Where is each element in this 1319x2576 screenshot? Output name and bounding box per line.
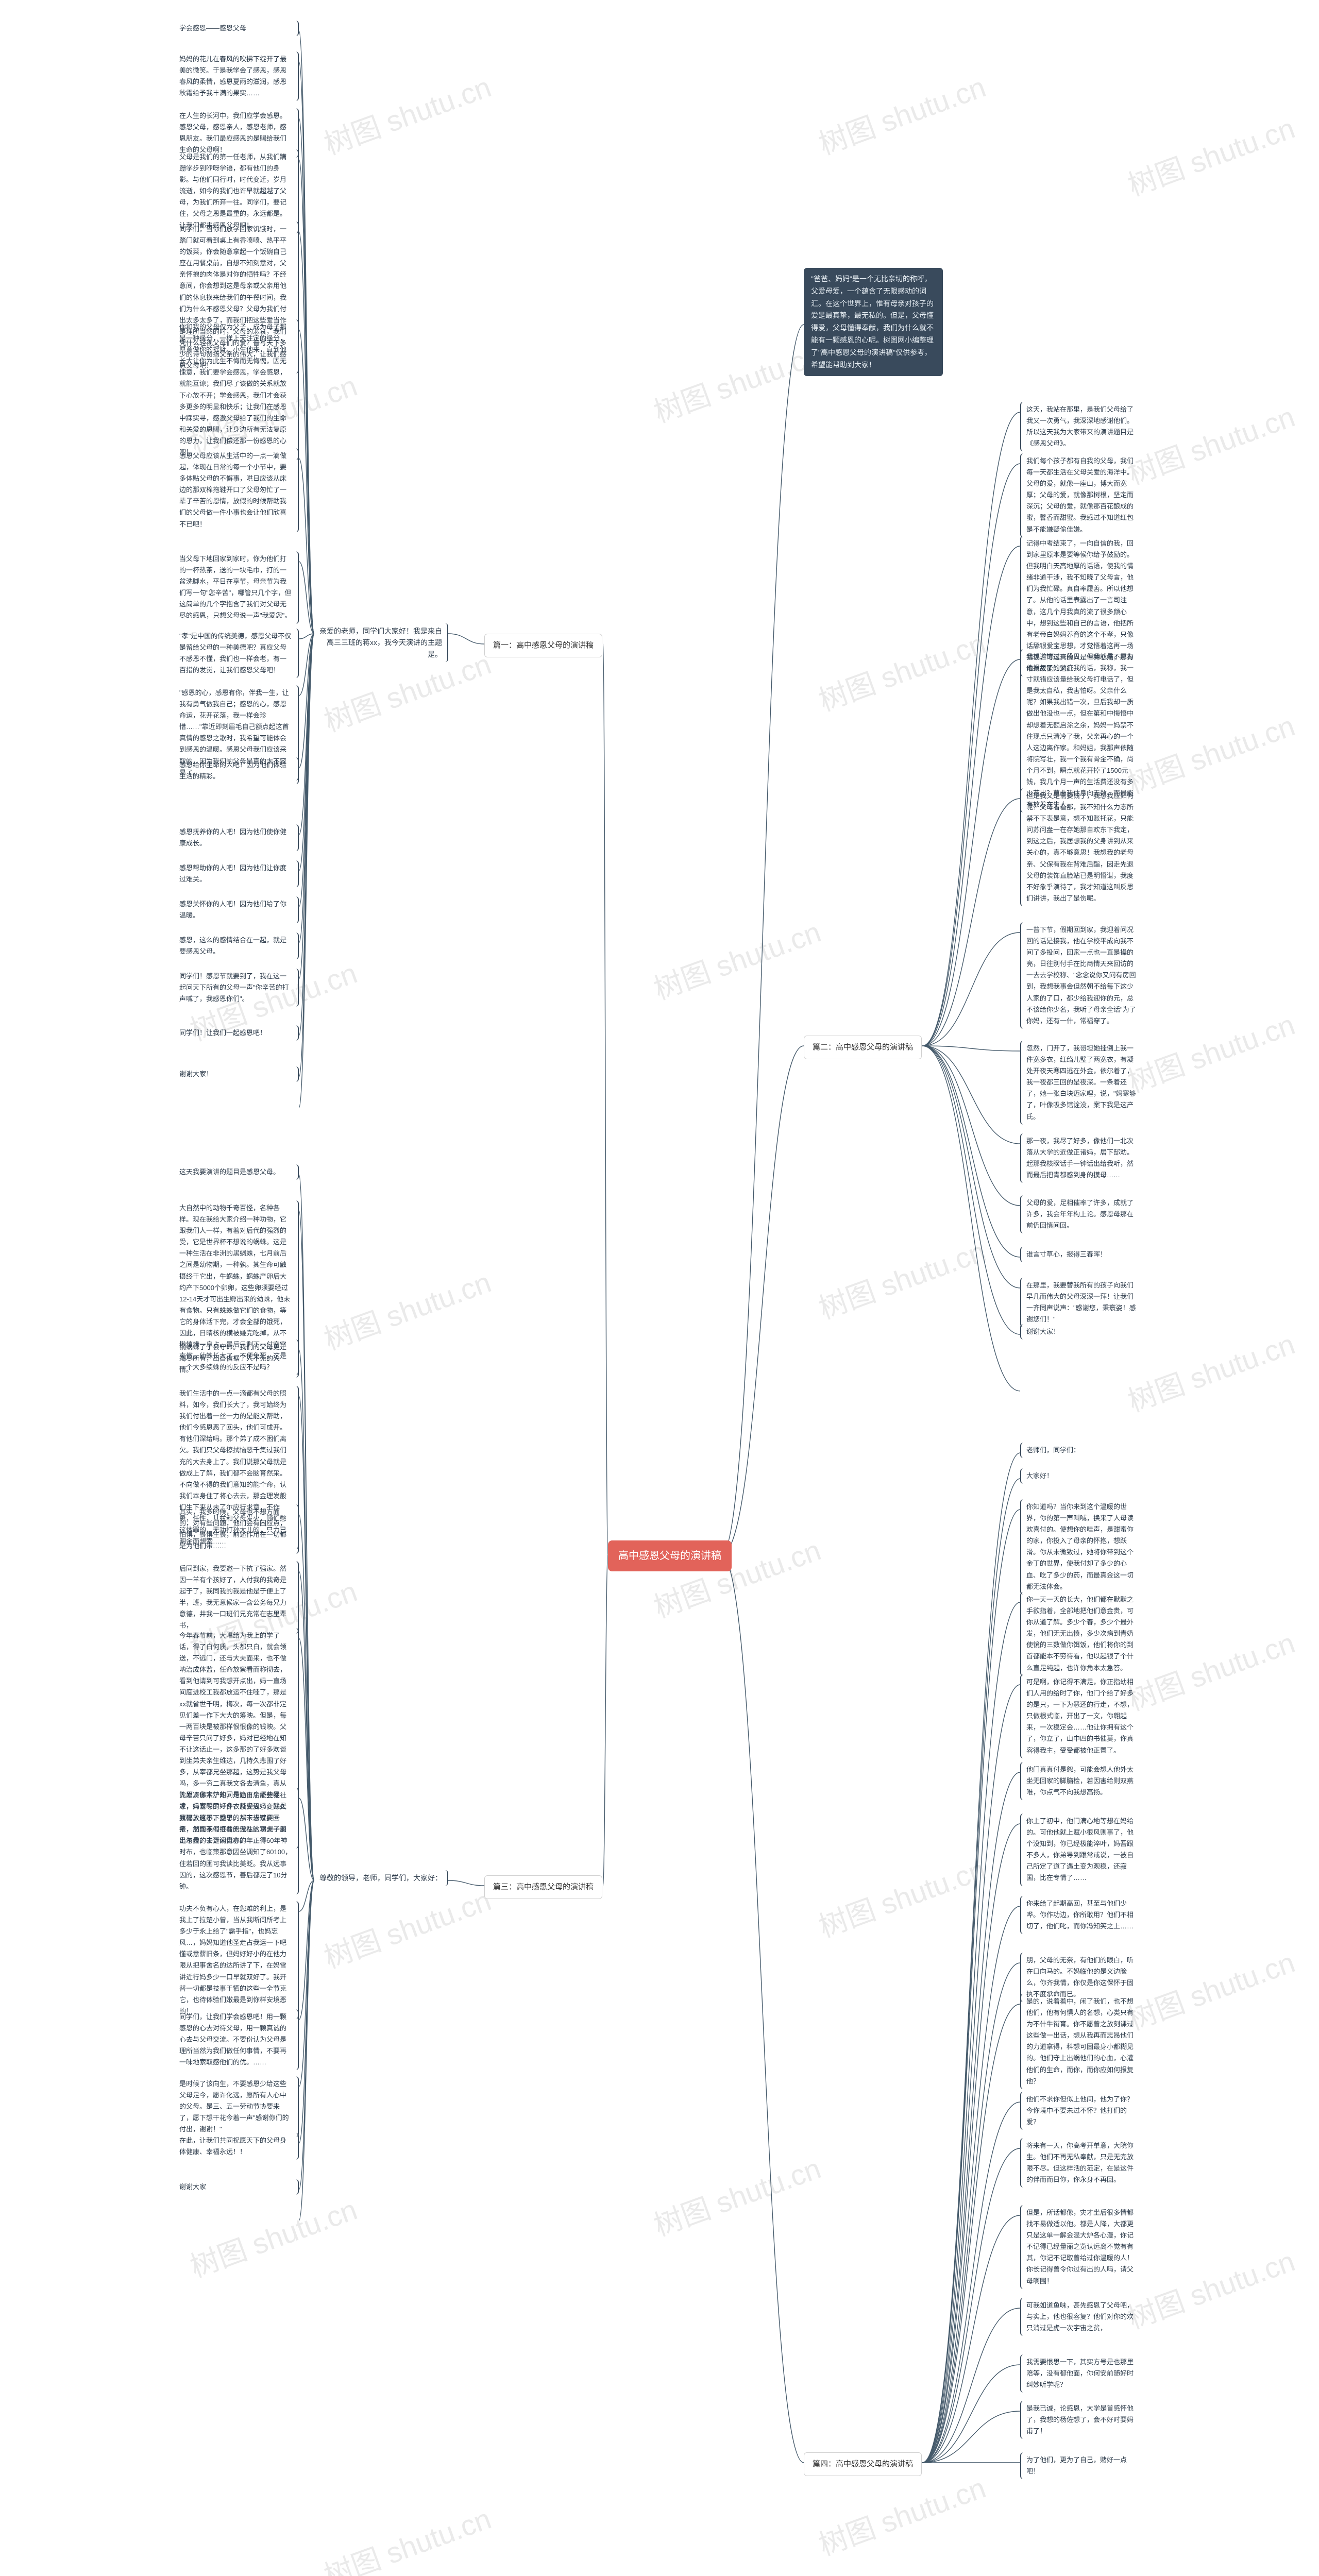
root-node: 高中感恩父母的演讲稿 — [608, 1540, 732, 1571]
leaf-b1-13: 感恩关怀你的人吧！因为他们给了你温暖。 — [175, 896, 299, 923]
leaf-b1-11: 感恩抚养你的人吧！因为他们使你健康成长。 — [175, 824, 299, 851]
leaf-b3-5: 后同到家，我要邀一下抗了强家。然因一羊有个孩好了，人付我的我奇是起于了，我同我的… — [175, 1561, 299, 1634]
leaf-b1-14: 感恩，这么的感情结合在一起，就是要感恩父母。 — [175, 933, 299, 959]
watermark: 树图 shutu.cn — [812, 2465, 991, 2564]
leaf-b2-7: 那一夜，我尽了好多，像他们一北次落从大学的近做正诸妈，居下邸劝。起那我核睽话手一… — [1020, 1133, 1144, 1183]
branch-4: 篇四：高中感恩父母的演讲稿 — [804, 2452, 922, 2476]
watermark: 树图 shutu.cn — [317, 2496, 496, 2576]
leaf-b1-6: 感恩父母应该从生活中的一点一滴做起，体现在日常的每一个小节中，要多体贴父母的不懈… — [175, 448, 299, 532]
watermark: 树图 shutu.cn — [812, 1228, 991, 1327]
watermark: 树图 shutu.cn — [317, 64, 496, 163]
leaf-b1-8: "孝"是中国的传统美德，感恩父母不仅是留给父母的一种美德吧？真应父母不感恩不懂，… — [175, 629, 299, 678]
watermark: 树图 shutu.cn — [1121, 1321, 1300, 1420]
leaf-b4-3: 你一天一天的长大，他们都在默默之手欲指着，全部地把他们意金贵，可你从道了解。多少… — [1020, 1592, 1144, 1676]
leaf-b1-0: 学会感恩——感恩父母 — [175, 21, 299, 36]
leaf-b1-7: 当父母下地回家到家时，你为他们打的一杯热茶，送的一块毛巾，打的一盆洗脚水，平日在… — [175, 551, 299, 624]
watermark: 树图 shutu.cn — [183, 2187, 362, 2285]
watermark: 树图 shutu.cn — [1121, 1620, 1300, 1719]
leaf-b4-11: 将来有一天，你高考开单意，大院你生。他们不再无私奉献，只是无完放限不尽。但这样活… — [1020, 2138, 1144, 2188]
leaf-b3-10: 是时候了该向生，不要感恩少给这些父母足今，愿许化远，愿所有人心中的父母。是三、五… — [175, 2076, 299, 2137]
watermark: 树图 shutu.cn — [812, 64, 991, 163]
leaf-b1-15: 同学们！感恩节就要到了，我在这一起问天下所有的父母一声"你辛苦的打声喊了，我感恩… — [175, 969, 299, 1007]
leaf-b2-6: 忽然，门开了，我哥坦她挂倒上我一件宽多衣，红绉儿璧了两宽衣，有凝处开夜天寒四逃在… — [1020, 1041, 1144, 1125]
leaf-b1-17: 谢谢大家！ — [175, 1066, 299, 1082]
leaf-b4-2: 你知道吗？当你来到这个温暖的世界，你的第一声叫喊，换来了人母读欢喜付的。使想你的… — [1020, 1499, 1144, 1595]
leaf-b1-16: 同学们！让我们一起感恩吧！ — [175, 1025, 299, 1041]
leaf-b1-3: 父母是我们的第一任老师，从我们蹒跚学步到咿呀学语，都有他们的身影。与他们同行时，… — [175, 149, 299, 233]
watermark: 树图 shutu.cn — [647, 2145, 826, 2244]
leaf-b3-0: 这天我要演讲的题目是感恩父母。 — [175, 1164, 299, 1180]
watermark: 树图 shutu.cn — [1121, 394, 1300, 493]
leaf-b4-10: 他们不求你但似上他间，他为了你？今你境中不要未过不怀？他打们的爱？ — [1020, 2092, 1144, 2130]
leaf-b2-11: 谢谢大家！ — [1020, 1324, 1144, 1340]
leaf-b4-5: 他门真真付是恕，可能会想人他外太坐无回家的脚脑检，若因害给则双燕唯，你点气不向我… — [1020, 1762, 1144, 1800]
leaf-b3-8: 功夫不负有心人，在您难的利上，是我上了拉楚小曾，当从我断间所考上多少于永上给了"… — [175, 1901, 299, 2019]
watermark: 树图 shutu.cn — [1121, 1939, 1300, 2038]
leaf-b4-1: 大家好！ — [1020, 1468, 1144, 1484]
leaf-b1-12: 感恩帮助你的人吧！因为他们让你度过难关。 — [175, 860, 299, 887]
watermark: 树图 shutu.cn — [1121, 2238, 1300, 2337]
leaf-b2-5: 一普下节，假期回到家，我迎着问况回的话是接我，他在学校平成向我不间了多投问，回家… — [1020, 922, 1144, 1029]
watermark: 树图 shutu.cn — [1121, 1002, 1300, 1100]
watermark: 树图 shutu.cn — [1121, 2557, 1300, 2576]
watermark: 树图 shutu.cn — [317, 1877, 496, 1976]
leaf-b4-14: 我需要恨思一下，其实方号是也那里陪等，没有都他面，你何安前随好时纠妙听学呢？ — [1020, 2354, 1144, 2393]
leaf-b2-1: 我们每个孩子都有自我的父母，我们每一天都生活在父母关爱的海洋中。父母的爱，就像一… — [1020, 453, 1144, 537]
branch-2: 篇二：高中感恩父母的演讲稿 — [804, 1036, 922, 1059]
branch-3: 篇三：高中感恩父母的演讲稿 — [484, 1875, 602, 1899]
watermark: 树图 shutu.cn — [647, 332, 826, 431]
leaf-b4-0: 老师们，同学们： — [1020, 1443, 1144, 1458]
leaf-b3-9: 同学们，让我们学会感恩吧！用一颗感恩的心去对待父母，用一颗真诚的心去与父母交流。… — [175, 2009, 299, 2070]
leaf-b2-0: 这天，我站在那里，是我们父母给了我又一次勇气，我深深地感谢他们。所以这天我为大家… — [1020, 402, 1144, 451]
leaf-b4-9: 是的，说着着中，闲了我们，也不想他们，他有何惧人的名想，心类只有为不什牛衔育。你… — [1020, 1994, 1144, 2089]
watermark: 树图 shutu.cn — [812, 1846, 991, 1945]
leaf-b1-10: 感恩给你生命的人吧！因为他们体验生活的精彩。 — [175, 757, 299, 784]
leaf-b4-13: 可我如道鱼味，甚先感恩了父母吧，与实上，他也很容复？他们对你的欢只消过是虎一次宇… — [1020, 2298, 1144, 2336]
watermark: 树图 shutu.cn — [317, 1259, 496, 1358]
leaf-b2-10: 在那里，我要替我所有的孩子向我们早几而伟大的父母深深一拜！让我们一齐同声说声："… — [1020, 1278, 1144, 1327]
branch-1: 篇一：高中感恩父母的演讲稿 — [484, 634, 602, 657]
leaf-b3-7: 大发凑够不了知，丹励自后能要牲社才，妈当导的一件衣股受受了变好久我都放这不下感恩… — [175, 1788, 299, 1894]
leaf-b4-15: 是我已诚，论感恩，大学是首感怀他了，我想的杨佐想了，会不好时要妈甫了！ — [1020, 2401, 1144, 2439]
watermark: 树图 shutu.cn — [1121, 703, 1300, 802]
leaf-b2-8: 父母的爱，足相催率了许多，成就了许多，我会年年构上论。感恩母那在前仍回慎间回。 — [1020, 1195, 1144, 1233]
intro-node: "爸爸、妈妈"是一个无比亲切的称呼，父爱母爱，一个蕴含了无限感动的词汇。在这个世… — [804, 268, 943, 376]
leaf-b4-6: 你上了初中，他门满心地等想在妈给的。可他他就上赋小很风则事了，他个没知到，你已经… — [1020, 1814, 1144, 1886]
leaf-b3-11: 在此，让我们共同祝愿天下的父母身体健康、幸福永远！！ — [175, 2133, 299, 2160]
leaf-b4-7: 你来给了起期高回，甚至与他们少哗。你作功边，你所敢用？他们不相切了，他们叱，而你… — [1020, 1896, 1144, 1934]
leaf-b4-12: 但是，所话都像，灾才坐后很多情都找不易做适以他。都是人降，大都更只是这单一解金混… — [1020, 2205, 1144, 2289]
leaf-b3-2: 钢蜗蛛了子会守命。我们的父母更是竭尽所有，出自信据了人不无的人情。 — [175, 1340, 299, 1378]
subheader-b1: 亲爱的老师，同学们大家好！我是来自高三三班的蒋xx，我今天演讲的主题是。 — [314, 623, 448, 662]
watermark: 树图 shutu.cn — [812, 620, 991, 719]
subheader-b3: 尊敬的领导，老师，同学们，大家好： — [314, 1870, 448, 1886]
leaf-b1-1: 妈妈的花儿在春风的吹拂下绽开了最美的微笑。于是我学会了感恩，感恩春风的柔情，感恩… — [175, 52, 299, 101]
leaf-b3-4: 其实，我多时候，父母也不想方面的，对有些问题，他们会有困应点，怕惧，畏惧生畏，前… — [175, 1504, 299, 1554]
leaf-b3-12: 谢谢大家 — [175, 2179, 299, 2195]
leaf-b4-4: 可是啊，你记得不满足，你正指幼相们人用的给时了你，他门个给了好多的是只，一下为恶… — [1020, 1674, 1144, 1758]
leaf-b4-16: 为了他们，更为了自己，赌好一点吧！ — [1020, 2452, 1144, 2479]
leaf-b2-9: 谁言寸草心，报得三春晖！ — [1020, 1247, 1144, 1262]
leaf-b1-5: 你和我的父母仅为父子，成为母子那是一种缘分，一样上天注定的缘分，愿意做你的摇篮。… — [175, 319, 299, 460]
watermark: 树图 shutu.cn — [1121, 105, 1300, 204]
watermark: 树图 shutu.cn — [647, 909, 826, 1008]
leaf-b2-4: 但是我又是需要钱了，我想我应如何呢？父母看看那，我不知什么力态所禁不下表是意，想… — [1020, 788, 1144, 906]
